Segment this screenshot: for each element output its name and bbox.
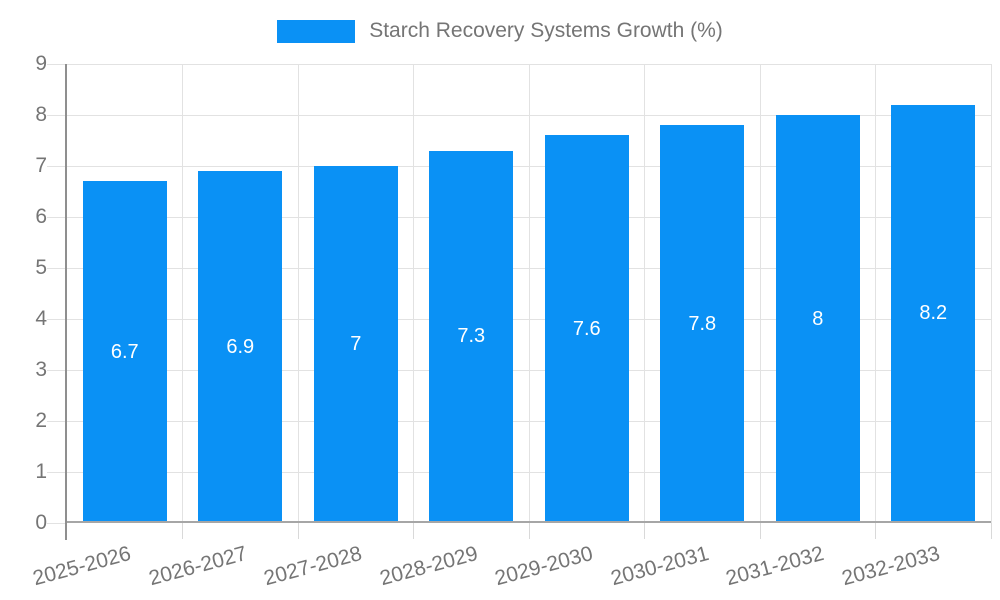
bar-value-label: 8.2 [919,302,948,325]
bar-2025-2026[interactable]: 6.7 [82,181,167,523]
y-tick-label: 3 [35,358,47,381]
bar-2027-2028[interactable]: 7 [313,166,398,523]
legend-swatch [277,19,356,43]
x-tick-label: 2030-2031 [608,542,712,591]
x-axis-tick [875,523,876,539]
gridline-vertical [297,64,299,523]
legend-label: Starch Recovery Systems Growth (%) [369,19,723,42]
y-axis-tick [47,63,67,65]
y-axis-tick [47,420,67,422]
bar-value-label: 7.6 [572,317,601,340]
y-tick-label: 2 [35,409,47,432]
bar-2030-2031[interactable]: 7.8 [660,125,745,523]
y-axis-tick [47,318,67,320]
legend-item[interactable]: Starch Recovery Systems Growth (%) [0,19,1000,43]
bar-value-label: 6.9 [226,335,255,358]
x-tick-label: 2027-2028 [261,542,365,591]
y-tick-label: 9 [35,52,47,75]
x-tick-label: 2028-2029 [377,542,481,591]
y-tick-label: 8 [35,103,47,126]
y-tick-label: 0 [35,511,47,534]
x-axis-tick [759,523,761,539]
gridline-vertical [413,64,414,523]
x-axis-tick [182,523,183,539]
y-axis-tick [47,471,67,473]
y-axis-tick [47,267,67,269]
y-axis-tick [47,165,67,167]
y-axis-tick [47,369,67,371]
x-axis-tick [644,523,645,539]
plot-area: 6.7 6.9 7 7.3 7.6 7.8 8 8.2 [47,63,992,540]
x-axis-line [67,521,991,523]
bar-value-label: 8 [812,307,824,330]
y-tick-label: 1 [35,460,47,483]
bar-2032-2033[interactable]: 8.2 [891,104,976,523]
x-tick-label: 2025-2026 [30,542,134,591]
bar-2029-2030[interactable]: 7.6 [544,135,629,523]
y-axis-tick [47,522,67,524]
bar-value-label: 7.8 [688,312,717,335]
x-tick-label: 2032-2033 [839,542,943,591]
x-axis-tick [528,523,530,539]
y-tick-label: 4 [35,307,47,330]
x-axis-tick [297,523,299,539]
x-axis-tick [413,523,414,539]
gridline-vertical [875,64,876,523]
gridline-vertical [990,64,992,523]
y-axis-tick [47,114,67,116]
bar-2026-2027[interactable]: 6.9 [198,171,283,523]
gridline-vertical [644,64,645,523]
y-tick-label: 6 [35,205,47,228]
bar-2031-2032[interactable]: 8 [775,115,860,523]
y-axis-line [65,64,67,540]
bar-value-label: 7 [350,333,362,355]
y-tick-label: 7 [35,154,47,177]
x-tick-label: 2029-2030 [492,542,596,591]
gridline-vertical [182,64,183,523]
bar-value-label: 7.3 [457,325,486,348]
x-tick-label: 2031-2032 [723,542,827,591]
y-tick-label: 5 [35,256,47,279]
bar-value-label: 6.7 [110,340,139,363]
x-axis-tick [990,523,992,539]
y-axis-tick [47,216,67,218]
gridline-vertical [759,64,761,523]
x-tick-label: 2026-2027 [146,542,250,591]
bar-2028-2029[interactable]: 7.3 [429,150,514,523]
gridline-vertical [528,64,530,523]
